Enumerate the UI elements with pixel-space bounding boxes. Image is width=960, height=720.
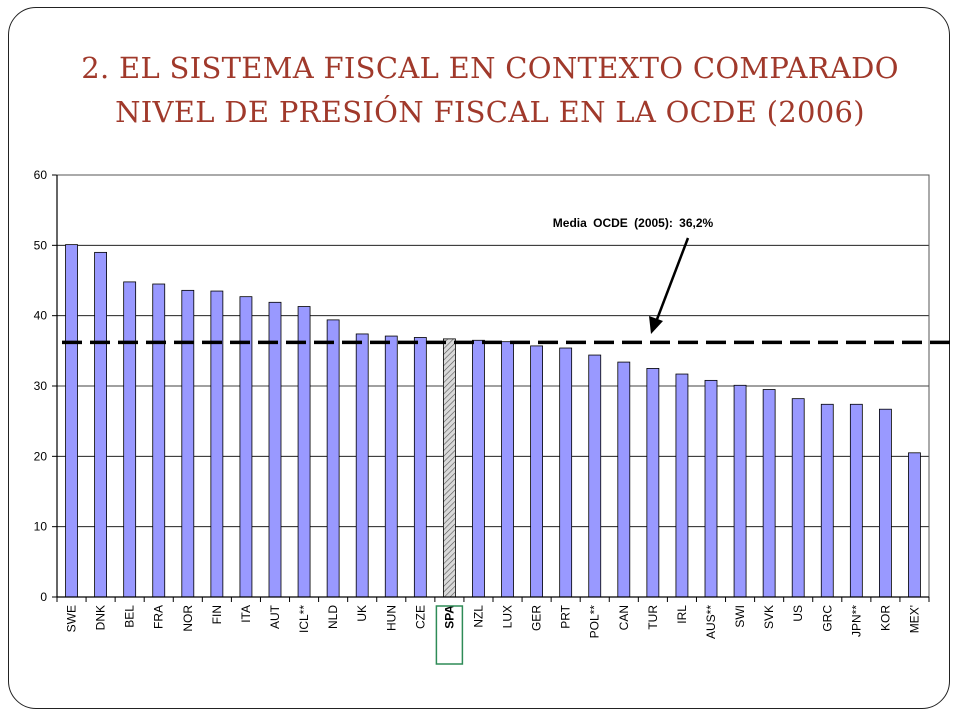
annotation-arrowhead — [649, 316, 663, 334]
bar-aut — [268, 301, 282, 598]
category-label: CAN — [617, 605, 631, 630]
bar-bel — [123, 281, 137, 598]
category-label: TUR — [646, 605, 660, 630]
bar-nld — [326, 319, 340, 598]
bar-tur — [646, 368, 660, 598]
category-label: AUT — [268, 604, 282, 629]
bar-spa — [442, 338, 456, 598]
bar-jpn — [849, 403, 863, 598]
category-label: ICL** — [297, 605, 311, 633]
category-label: SVK — [762, 605, 776, 629]
category-label: DNK — [94, 605, 108, 630]
category-label: AUS** — [704, 605, 718, 639]
bar-mex — [908, 452, 921, 598]
y-tick-label: 10 — [34, 520, 48, 534]
bar-nzl — [472, 339, 485, 598]
bar-cze — [413, 337, 427, 598]
bar-can — [617, 361, 631, 598]
y-tick-label: 20 — [34, 449, 48, 463]
category-label: POL** — [588, 605, 602, 639]
y-tick-label: 50 — [34, 238, 48, 252]
annotation-arrow — [654, 237, 690, 323]
category-label: HUN — [384, 605, 398, 631]
ocde-average-label: Media OCDE (2005): 36,2% — [553, 216, 714, 230]
category-label: GER — [530, 605, 544, 631]
category-label: SWI — [733, 605, 747, 628]
category-label: LUX — [501, 605, 515, 628]
bar-irl — [675, 373, 689, 598]
category-label: CZE — [413, 605, 427, 629]
y-tick-label: 40 — [34, 309, 48, 323]
bar-aus — [704, 379, 718, 598]
bar-fra — [152, 283, 166, 598]
category-label: FIN — [210, 605, 224, 624]
bars — [65, 244, 921, 598]
category-label: NLD — [326, 605, 340, 629]
category-label: ITA — [239, 605, 253, 623]
y-tick-label: 0 — [40, 590, 47, 604]
category-labels: SWE DNK BEL FRA NOR FIN ITA AUT ICL** NLD UK HUN CZE… — [65, 604, 921, 665]
bar-swi — [733, 384, 747, 598]
category-label: NZL — [471, 605, 485, 628]
slide-title: 2. EL SISTEMA FISCAL EN CONTEXTO COMPARA… — [81, 51, 899, 85]
bar-lux — [501, 341, 514, 598]
slide-subtitle: NIVEL DE PRESIÓN FISCAL EN LA OCDE (2006… — [115, 95, 865, 129]
bar-icl — [297, 306, 311, 598]
bar-us — [791, 398, 805, 598]
bar-hun — [384, 335, 398, 598]
category-label: KOR — [878, 605, 892, 631]
bar-pol — [588, 354, 602, 598]
bar-uk — [355, 333, 369, 598]
bar-dnk — [94, 251, 107, 598]
category-label: PRT — [559, 604, 573, 628]
category-label: SPA — [442, 605, 456, 629]
bar-swe — [65, 244, 78, 598]
bar-kor — [879, 408, 892, 598]
category-label: US — [791, 605, 805, 622]
highlight-label-box — [435, 605, 464, 665]
bar-ger — [530, 345, 543, 598]
bar-svk — [762, 389, 776, 598]
y-tick-label: 60 — [34, 168, 48, 182]
category-label: MEX' — [907, 605, 921, 633]
category-label: GRC — [820, 605, 834, 632]
category-label: SWE — [65, 605, 79, 632]
category-label: BEL — [123, 605, 137, 628]
category-label: JPN** — [849, 605, 863, 637]
bar-fin — [210, 290, 224, 598]
category-label: FRA — [152, 605, 166, 629]
category-label: IRL — [675, 605, 689, 624]
category-label: NOR — [181, 605, 195, 632]
axes: 0 10 20 30 40 50 60 — [34, 168, 930, 604]
bar-prt — [559, 347, 573, 598]
y-tick-label: 30 — [34, 379, 48, 393]
bar-nor — [181, 289, 195, 598]
reference-layer: Media OCDE (2005): 36,2% — [62, 216, 957, 345]
category-label: UK — [355, 605, 369, 622]
bar-grc — [820, 403, 834, 598]
